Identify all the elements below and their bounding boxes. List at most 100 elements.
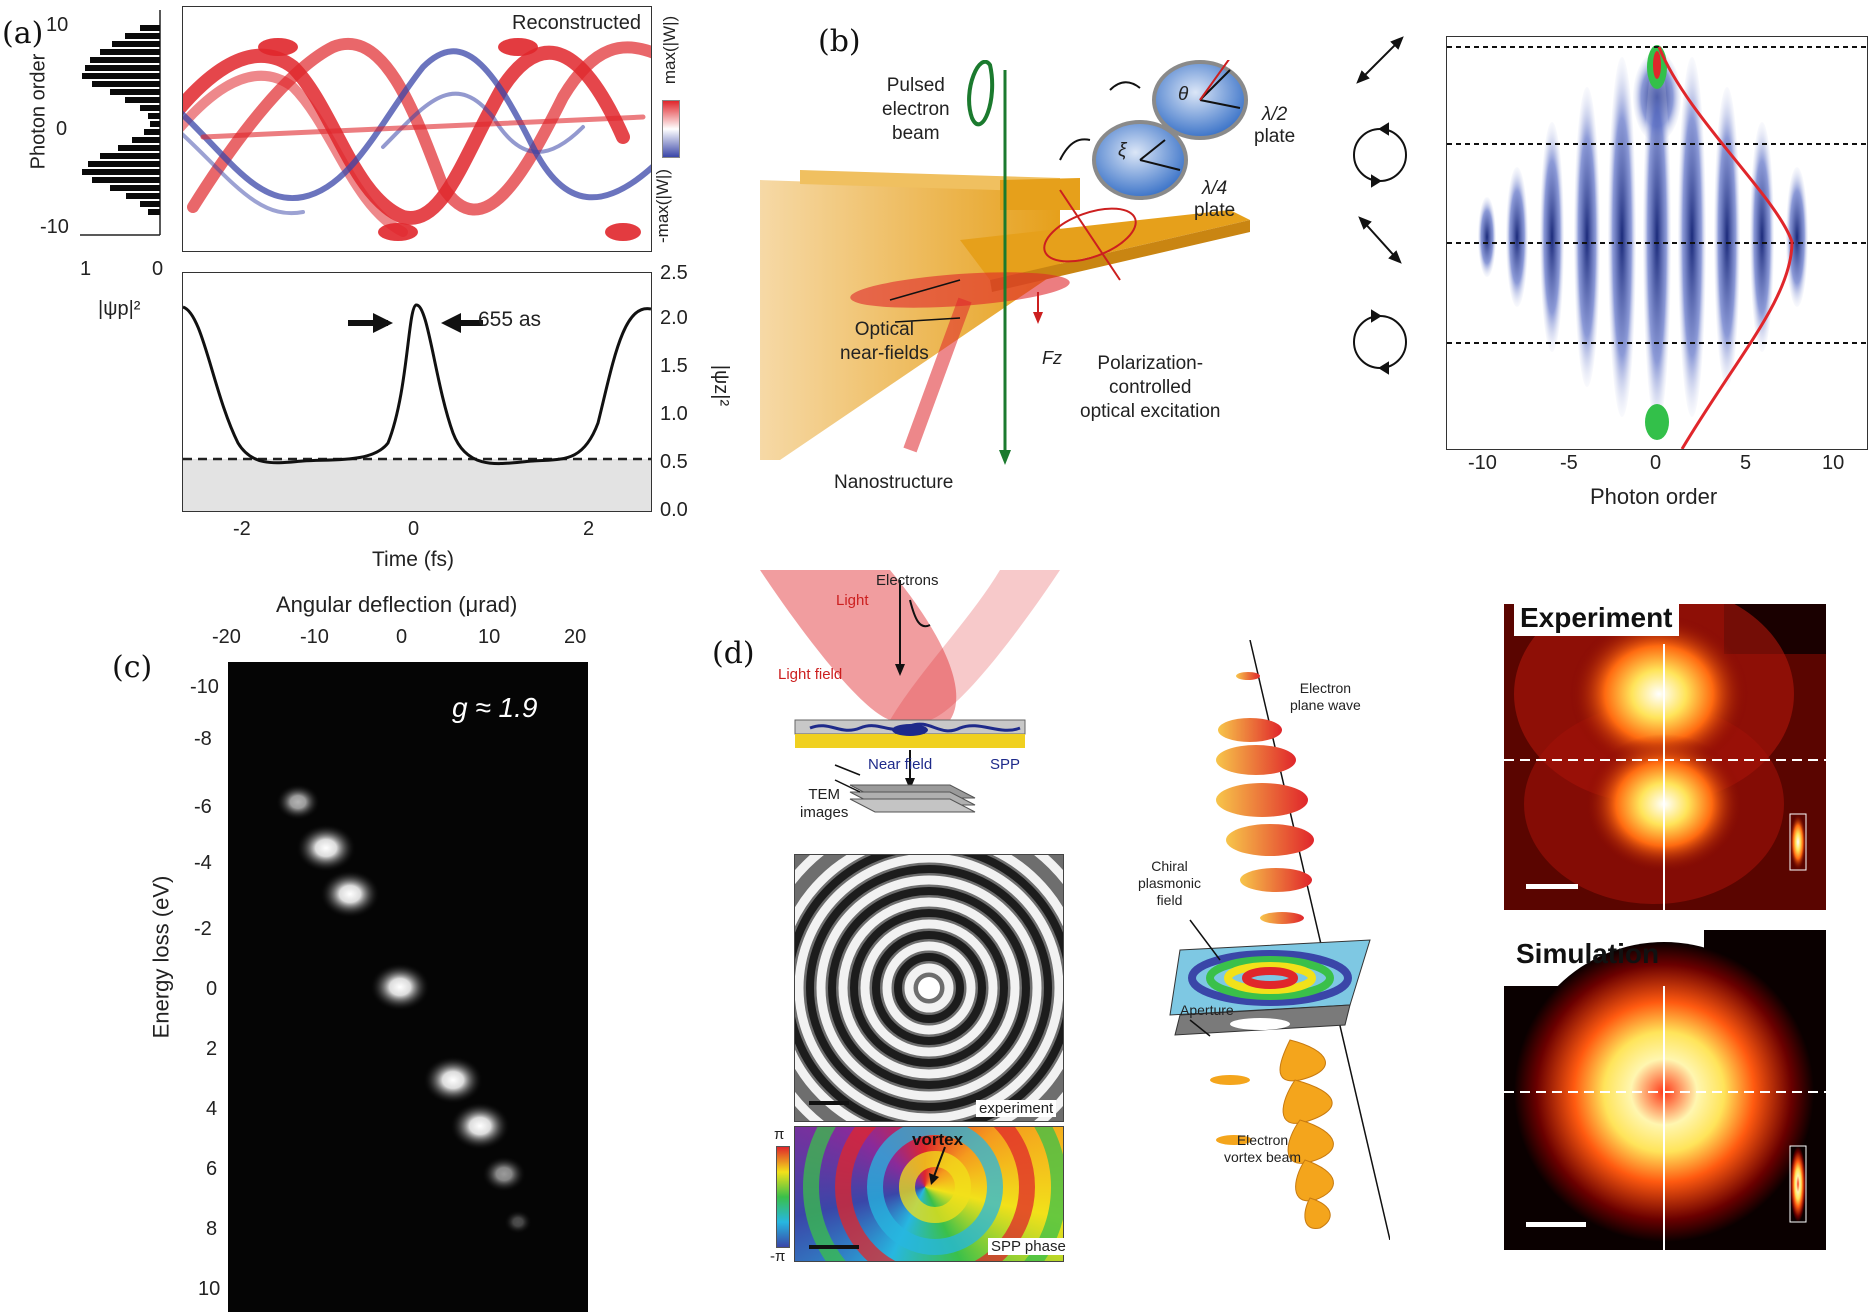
right-ytick-05: 0.5 xyxy=(660,451,688,473)
half-wave-label: λ/2 plate xyxy=(1254,104,1295,148)
vortex-beam-label: Electron vortex beam xyxy=(1224,1132,1301,1166)
chiral-line2: plasmonic xyxy=(1138,875,1202,891)
pulsed-beam-line1: Pulsed xyxy=(886,75,945,96)
photon-order-spectrum xyxy=(1446,36,1868,450)
right-ytick-10: 1.0 xyxy=(660,403,688,425)
time-xlabel: Time (fs) xyxy=(372,548,455,571)
aperture-label: Aperture xyxy=(1180,1002,1234,1018)
c-top-tick-20: 20 xyxy=(564,626,587,648)
pulsed-beam-label: Pulsed electron beam xyxy=(882,74,950,146)
c-ytick-minus6: -6 xyxy=(194,796,212,818)
c-ytick-4: 4 xyxy=(206,1098,218,1120)
spectrum-xtick-minus5: -5 xyxy=(1560,452,1578,474)
time-xtick-minus2: -2 xyxy=(233,518,251,540)
vortex-label: vortex xyxy=(912,1130,964,1149)
panel-letter-c: (c) xyxy=(112,650,153,685)
linear-polarization-icon-1 xyxy=(1356,36,1404,84)
spp-phase-image xyxy=(794,1126,1064,1262)
histogram-ylabel: Photon order xyxy=(27,53,50,170)
near-fields-line1: Optical xyxy=(854,319,914,340)
quarter-wave-label: λ/4 plate xyxy=(1194,178,1235,222)
polarization-line2: controlled xyxy=(1109,377,1192,398)
wigner-colorbar xyxy=(662,100,680,158)
electron-diffraction-image xyxy=(228,662,588,1312)
c-ytick-6: 6 xyxy=(206,1158,218,1180)
spectrum-xtick-minus10: -10 xyxy=(1468,452,1497,474)
hist-xlabel: |ψp|² xyxy=(98,298,141,320)
right-ytick-15: 1.5 xyxy=(660,355,688,377)
nanostructure-schematic xyxy=(760,60,1250,465)
reconstructed-label: Reconstructed xyxy=(512,12,641,34)
near-fields-line2: near-fields xyxy=(840,343,929,364)
experiment-title: Experiment xyxy=(1514,600,1679,636)
pulse-intensity-plot xyxy=(182,272,652,512)
theta-symbol: θ xyxy=(1178,84,1189,105)
optical-near-fields-label: Optical near-fields xyxy=(840,318,929,366)
colorbar-top-label: max(|W|) xyxy=(660,15,680,85)
force-label: Fz xyxy=(1042,348,1062,368)
spectrum-xtick-0: 0 xyxy=(1650,452,1662,474)
phase-pi-top: π xyxy=(774,1126,785,1143)
time-xtick-2: 2 xyxy=(583,518,595,540)
tem-label: TEM images xyxy=(800,786,848,822)
c-ytick-0: 0 xyxy=(206,978,218,1000)
right-ytick-00: 0.0 xyxy=(660,499,688,521)
half-wave-line2: plate xyxy=(1254,126,1296,147)
c-ytick-2: 2 xyxy=(206,1038,218,1060)
circular-polarization-icon-1 xyxy=(1353,122,1407,188)
tem-line1: TEM xyxy=(808,786,841,803)
photon-histogram xyxy=(80,10,161,236)
spectrum-xtick-10: 10 xyxy=(1822,452,1845,474)
c-ytick-minus8: -8 xyxy=(194,728,212,750)
chiral-label: Chiral plasmonic field xyxy=(1138,858,1201,909)
vortex-beam-schematic xyxy=(1169,640,1390,1240)
tem-line2: images xyxy=(800,804,849,821)
vortex-beam-line1: Electron xyxy=(1236,1132,1289,1148)
hist-ytick-10: 10 xyxy=(46,14,69,36)
energy-loss-label: Energy loss (eV) xyxy=(148,875,174,1039)
quarter-wave-line1: λ/4 xyxy=(1202,178,1228,199)
electrons-label: Electrons xyxy=(876,572,939,589)
linear-polarization-icon-2 xyxy=(1358,216,1402,264)
spp-label: SPP xyxy=(990,756,1021,773)
right-ytick-20: 2.0 xyxy=(660,307,688,329)
hist-xtick-1: 1 xyxy=(80,258,92,280)
tem-experiment-image xyxy=(794,854,1064,1122)
spectrum-xtick-5: 5 xyxy=(1740,452,1752,474)
spp-schematic xyxy=(760,570,1060,813)
light-field-label: Light field xyxy=(778,666,843,683)
polarization-label: Polarization- controlled optical excitat… xyxy=(1080,352,1220,424)
chiral-line3: field xyxy=(1156,892,1183,908)
wigner-function-plot xyxy=(182,6,652,252)
light-label: Light xyxy=(836,592,869,609)
hist-ytick-0: 0 xyxy=(56,118,68,140)
c-ytick-minus2: -2 xyxy=(194,918,212,940)
polarization-icons xyxy=(1353,36,1407,375)
hist-ytick-minus10: -10 xyxy=(40,216,69,238)
simulation-title: Simulation xyxy=(1516,938,1660,969)
chiral-line1: Chiral xyxy=(1151,858,1188,874)
polarization-line3: optical excitation xyxy=(1080,401,1221,422)
pulsed-beam-line2: electron xyxy=(882,99,950,120)
phase-pi-bottom: -π xyxy=(770,1248,786,1265)
c-ytick-8: 8 xyxy=(206,1218,218,1240)
g-factor-label: g ≈ 1.9 xyxy=(452,692,538,723)
c-top-tick-0: 0 xyxy=(396,626,408,648)
xi-symbol: ξ xyxy=(1118,140,1127,161)
spp-phase-label: SPP phase xyxy=(988,1238,1069,1255)
plane-wave-line1: Electron xyxy=(1299,680,1352,696)
c-top-tick-minus10: -10 xyxy=(300,626,329,648)
quarter-wave-line2: plate xyxy=(1194,200,1236,221)
c-top-tick-minus20: -20 xyxy=(212,626,241,648)
panel-letter-d: (d) xyxy=(712,636,755,671)
c-top-tick-10: 10 xyxy=(478,626,501,648)
half-wave-line1: λ/2 xyxy=(1262,104,1288,125)
right-ytick-25: 2.5 xyxy=(660,262,688,284)
plane-wave-label: Electron plane wave xyxy=(1290,680,1361,714)
c-ytick-minus4: -4 xyxy=(194,852,212,874)
time-xtick-0: 0 xyxy=(408,518,420,540)
pulse-width-label: 655 as xyxy=(478,308,542,331)
hist-xtick-0: 0 xyxy=(152,258,164,280)
near-field-label: Near field xyxy=(868,756,933,773)
right-ylabel: |ψz|² xyxy=(710,364,733,407)
